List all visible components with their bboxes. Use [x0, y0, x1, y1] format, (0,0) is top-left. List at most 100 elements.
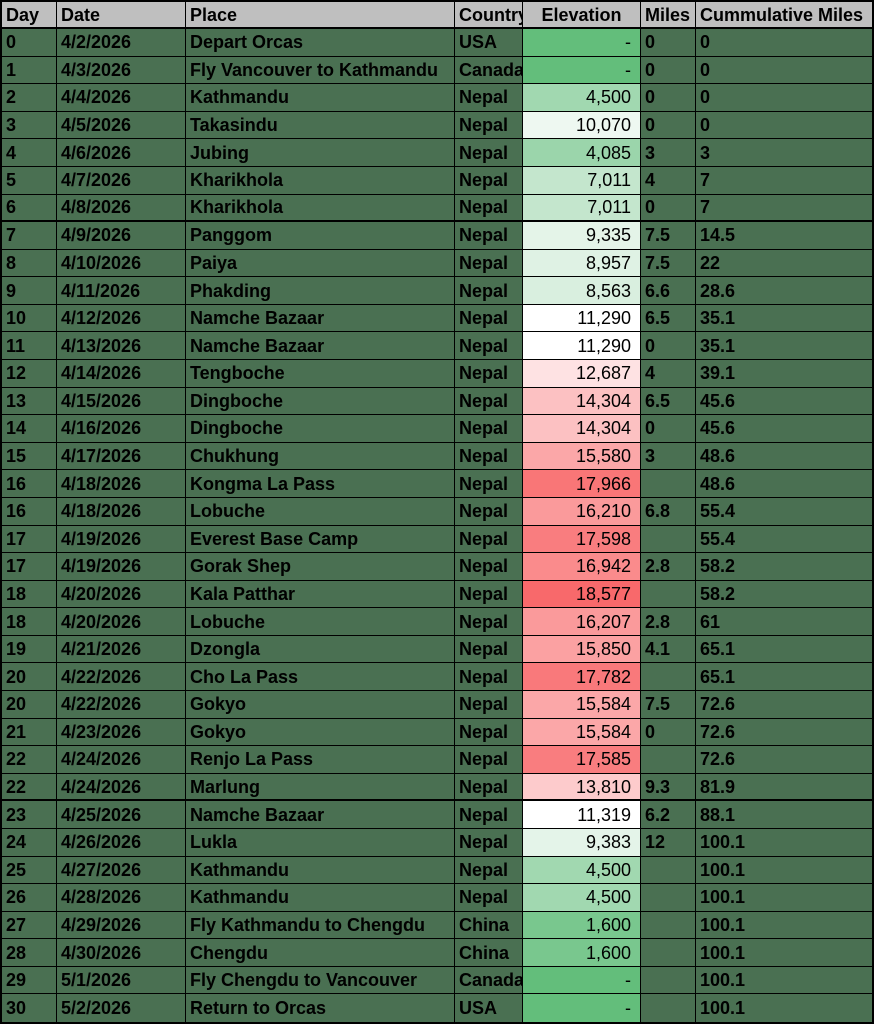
- cell-cumulative-miles[interactable]: 65.1: [696, 635, 872, 664]
- cell-country[interactable]: Canada: [455, 966, 523, 995]
- cell-miles[interactable]: 0: [641, 718, 696, 747]
- cell-place[interactable]: Dingboche: [186, 387, 455, 416]
- cell-country[interactable]: Nepal: [455, 277, 523, 305]
- cell-place[interactable]: Lukla: [186, 828, 455, 857]
- cell-elevation[interactable]: 16,942: [523, 553, 641, 581]
- cell-date[interactable]: 4/15/2026: [57, 387, 186, 416]
- cell-country[interactable]: Nepal: [455, 194, 523, 223]
- cell-elevation[interactable]: 12,687: [523, 360, 641, 388]
- cell-date[interactable]: 4/27/2026: [57, 856, 186, 885]
- cell-miles[interactable]: 12: [641, 828, 696, 857]
- cell-date[interactable]: 4/17/2026: [57, 442, 186, 471]
- cell-country[interactable]: Nepal: [455, 553, 523, 581]
- cell-day[interactable]: 21: [2, 718, 57, 747]
- cell-elevation[interactable]: 14,304: [523, 415, 641, 443]
- cell-date[interactable]: 4/20/2026: [57, 608, 186, 636]
- cell-date[interactable]: 4/22/2026: [57, 691, 186, 719]
- cell-cumulative-miles[interactable]: 0: [696, 111, 872, 140]
- cell-miles[interactable]: [641, 746, 696, 774]
- cell-day[interactable]: 26: [2, 884, 57, 912]
- cell-place[interactable]: Namche Bazaar: [186, 332, 455, 360]
- cell-place[interactable]: Kathmandu: [186, 84, 455, 112]
- cell-miles[interactable]: [641, 525, 696, 554]
- cell-elevation[interactable]: 15,584: [523, 691, 641, 719]
- cell-elevation[interactable]: -: [523, 966, 641, 995]
- cell-cumulative-miles[interactable]: 55.4: [696, 497, 872, 526]
- cell-day[interactable]: 20: [2, 663, 57, 691]
- cell-miles[interactable]: 0: [641, 332, 696, 360]
- cell-elevation[interactable]: 10,070: [523, 111, 641, 140]
- cell-elevation[interactable]: 17,585: [523, 746, 641, 774]
- cell-place[interactable]: Depart Orcas: [186, 29, 455, 57]
- cell-place[interactable]: Namche Bazaar: [186, 801, 455, 829]
- cell-elevation[interactable]: 4,500: [523, 884, 641, 912]
- cell-date[interactable]: 4/21/2026: [57, 635, 186, 664]
- cell-miles[interactable]: 6.8: [641, 497, 696, 526]
- cell-place[interactable]: Takasindu: [186, 111, 455, 140]
- cell-place[interactable]: Paiya: [186, 249, 455, 278]
- cell-country[interactable]: Nepal: [455, 884, 523, 912]
- cell-day[interactable]: 10: [2, 304, 57, 333]
- cell-place[interactable]: Lobuche: [186, 608, 455, 636]
- cell-day[interactable]: 16: [2, 470, 57, 498]
- cell-cumulative-miles[interactable]: 48.6: [696, 470, 872, 498]
- cell-cumulative-miles[interactable]: 100.1: [696, 884, 872, 912]
- cell-cumulative-miles[interactable]: 100.1: [696, 939, 872, 967]
- cell-cumulative-miles[interactable]: 100.1: [696, 911, 872, 940]
- cell-place[interactable]: Namche Bazaar: [186, 304, 455, 333]
- cell-day[interactable]: 4: [2, 139, 57, 167]
- cell-country[interactable]: China: [455, 911, 523, 940]
- cell-place[interactable]: Gokyo: [186, 691, 455, 719]
- cell-date[interactable]: 4/2/2026: [57, 29, 186, 57]
- cell-place[interactable]: Chukhung: [186, 442, 455, 471]
- cell-country[interactable]: Nepal: [455, 415, 523, 443]
- cell-day[interactable]: 11: [2, 332, 57, 360]
- cell-place[interactable]: Panggom: [186, 222, 455, 250]
- cell-country[interactable]: Nepal: [455, 773, 523, 802]
- cell-place[interactable]: Jubing: [186, 139, 455, 167]
- cell-elevation[interactable]: 9,383: [523, 828, 641, 857]
- cell-country[interactable]: Nepal: [455, 828, 523, 857]
- cell-date[interactable]: 4/25/2026: [57, 801, 186, 829]
- cell-miles[interactable]: [641, 663, 696, 691]
- cell-elevation[interactable]: 15,584: [523, 718, 641, 747]
- cell-place[interactable]: Dzongla: [186, 635, 455, 664]
- cell-miles[interactable]: 0: [641, 56, 696, 85]
- cell-country[interactable]: Nepal: [455, 84, 523, 112]
- cell-day[interactable]: 27: [2, 911, 57, 940]
- cell-miles[interactable]: 9.3: [641, 773, 696, 802]
- cell-miles[interactable]: 0: [641, 415, 696, 443]
- cell-date[interactable]: 4/6/2026: [57, 139, 186, 167]
- cell-cumulative-miles[interactable]: 72.6: [696, 746, 872, 774]
- cell-miles[interactable]: 0: [641, 194, 696, 223]
- cell-country[interactable]: Nepal: [455, 580, 523, 609]
- cell-cumulative-miles[interactable]: 65.1: [696, 663, 872, 691]
- cell-date[interactable]: 4/3/2026: [57, 56, 186, 85]
- cell-cumulative-miles[interactable]: 48.6: [696, 442, 872, 471]
- column-header-cumulative-miles[interactable]: Cummulative Miles: [696, 2, 872, 29]
- cell-day[interactable]: 0: [2, 29, 57, 57]
- cell-country[interactable]: Nepal: [455, 801, 523, 829]
- cell-place[interactable]: Return to Orcas: [186, 994, 455, 1022]
- column-header-elevation[interactable]: Elevation: [523, 2, 641, 29]
- cell-day[interactable]: 22: [2, 746, 57, 774]
- cell-date[interactable]: 4/14/2026: [57, 360, 186, 388]
- cell-miles[interactable]: [641, 939, 696, 967]
- cell-country[interactable]: Nepal: [455, 470, 523, 498]
- cell-country[interactable]: Nepal: [455, 139, 523, 167]
- cell-place[interactable]: Lobuche: [186, 497, 455, 526]
- cell-country[interactable]: Canada: [455, 56, 523, 85]
- cell-date[interactable]: 4/16/2026: [57, 415, 186, 443]
- cell-cumulative-miles[interactable]: 0: [696, 29, 872, 57]
- cell-place[interactable]: Marlung: [186, 773, 455, 802]
- cell-day[interactable]: 6: [2, 194, 57, 223]
- cell-date[interactable]: 4/30/2026: [57, 939, 186, 967]
- cell-day[interactable]: 14: [2, 415, 57, 443]
- cell-miles[interactable]: [641, 884, 696, 912]
- cell-date[interactable]: 4/24/2026: [57, 773, 186, 802]
- cell-cumulative-miles[interactable]: 0: [696, 84, 872, 112]
- cell-elevation[interactable]: 7,011: [523, 194, 641, 223]
- cell-elevation[interactable]: 9,335: [523, 222, 641, 250]
- cell-cumulative-miles[interactable]: 14.5: [696, 222, 872, 250]
- cell-day[interactable]: 9: [2, 277, 57, 305]
